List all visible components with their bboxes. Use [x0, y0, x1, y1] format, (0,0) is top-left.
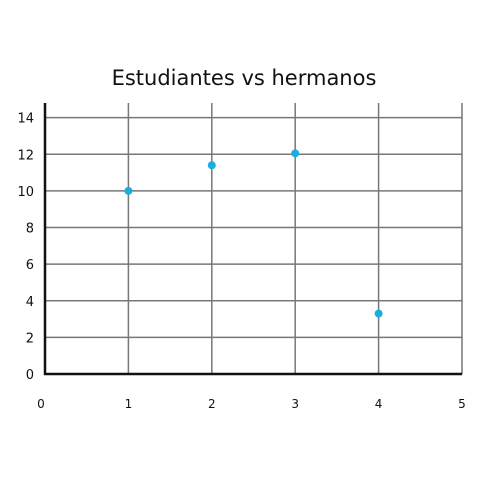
y-tick-label: 12 — [17, 148, 34, 163]
data-points — [124, 149, 383, 318]
y-tick-labels: 0 2 4 6 8 10 12 14 — [17, 112, 34, 383]
data-point — [207, 161, 216, 170]
x-tick-labels: 0 1 2 3 4 5 — [37, 397, 466, 411]
y-tick-label: 6 — [26, 258, 34, 273]
y-tick-label: 0 — [26, 368, 34, 383]
x-tick-label: 5 — [458, 397, 466, 411]
x-tick-label: 1 — [125, 397, 133, 411]
y-tick-label: 2 — [26, 331, 34, 346]
data-point — [374, 309, 383, 318]
axes — [43, 103, 462, 376]
y-tick-label: 10 — [17, 185, 34, 200]
x-tick-label: 0 — [37, 397, 45, 411]
data-point — [124, 186, 133, 195]
y-tick-label: 14 — [17, 112, 34, 127]
grid — [45, 103, 463, 374]
y-tick-label: 4 — [26, 295, 34, 310]
x-tick-label: 3 — [291, 397, 299, 411]
x-tick-label: 2 — [208, 397, 216, 411]
y-tick-label: 8 — [26, 222, 34, 237]
chart-title: Estudiantes vs hermanos — [112, 66, 377, 90]
data-point — [291, 149, 300, 158]
x-tick-label: 4 — [375, 397, 383, 411]
